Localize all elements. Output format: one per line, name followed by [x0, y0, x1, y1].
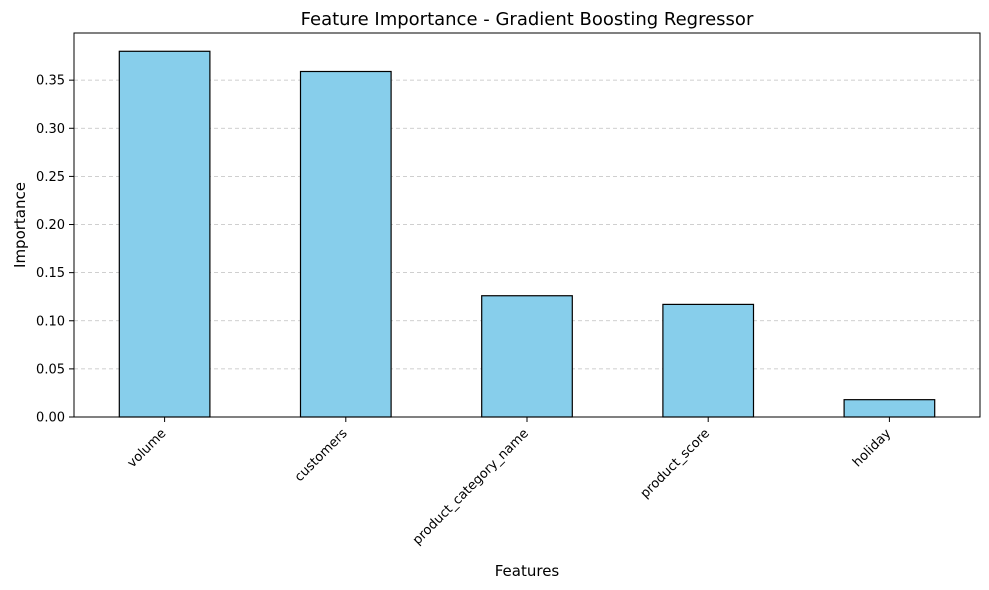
x-tick-label: holiday — [850, 426, 894, 470]
x-tick-label: volume — [125, 426, 170, 471]
y-axis-label: Importance — [11, 182, 29, 268]
y-tick-label: 0.15 — [36, 266, 65, 281]
y-tick-label: 0.25 — [36, 170, 65, 185]
y-axis-ticks: 0.00 0.05 0.10 0.15 0.20 0.25 0.30 0.35 — [36, 74, 74, 426]
bar-product-category-name — [481, 295, 573, 418]
y-tick-label: 0.20 — [36, 218, 65, 233]
x-tick-label: customers — [292, 426, 351, 485]
grid-lines — [74, 79, 980, 370]
y-tick-label: 0.00 — [36, 411, 65, 426]
chart-title: Feature Importance - Gradient Boosting R… — [301, 9, 754, 30]
x-axis-ticks: volume customers product_category_name prod… — [125, 417, 894, 548]
x-tick-label: product_score — [638, 426, 713, 501]
bar-customers — [299, 70, 392, 418]
bar-holiday — [843, 399, 936, 418]
bars — [118, 50, 936, 418]
bar-product-score — [662, 303, 755, 418]
x-tick-label: product_category_name — [410, 426, 532, 548]
bar-volume — [118, 50, 211, 418]
y-tick-label: 0.30 — [36, 122, 65, 137]
y-tick-label: 0.35 — [36, 74, 65, 89]
y-tick-label: 0.10 — [36, 314, 65, 329]
y-tick-label: 0.05 — [36, 362, 65, 377]
x-axis-label: Features — [495, 562, 560, 580]
